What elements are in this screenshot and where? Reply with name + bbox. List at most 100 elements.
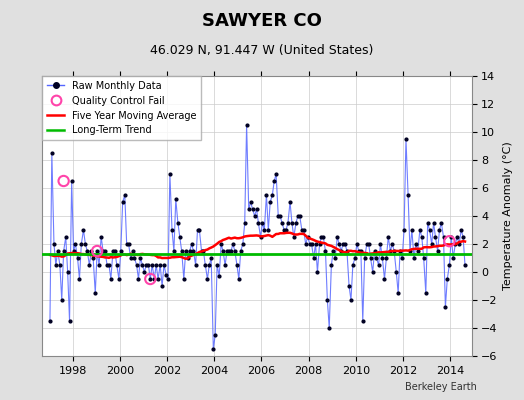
Point: [400, 227, 408, 233]
Point: [140, 269, 149, 275]
Point: [189, 248, 198, 254]
Point: [115, 276, 123, 282]
Point: [374, 262, 383, 268]
Point: [402, 136, 410, 142]
Point: [217, 241, 225, 247]
Point: [201, 262, 210, 268]
Point: [63, 269, 72, 275]
Point: [246, 199, 255, 205]
Point: [365, 241, 373, 247]
Point: [361, 255, 369, 261]
Point: [203, 276, 212, 282]
Point: [171, 196, 180, 202]
Point: [164, 276, 172, 282]
Point: [121, 192, 129, 198]
Point: [116, 248, 125, 254]
Point: [101, 248, 109, 254]
Point: [195, 227, 204, 233]
Y-axis label: Temperature Anomaly (°C): Temperature Anomaly (°C): [504, 142, 514, 290]
Text: Berkeley Earth: Berkeley Earth: [405, 382, 477, 392]
Point: [290, 234, 298, 240]
Legend: Raw Monthly Data, Quality Control Fail, Five Year Moving Average, Long-Term Tren: Raw Monthly Data, Quality Control Fail, …: [42, 76, 201, 140]
Point: [347, 297, 355, 303]
Point: [390, 248, 398, 254]
Point: [144, 262, 152, 268]
Point: [319, 234, 328, 240]
Point: [292, 220, 300, 226]
Point: [380, 276, 389, 282]
Point: [221, 262, 230, 268]
Point: [376, 241, 385, 247]
Point: [178, 248, 186, 254]
Point: [83, 248, 92, 254]
Point: [455, 241, 463, 247]
Point: [181, 248, 190, 254]
Point: [435, 227, 444, 233]
Point: [152, 262, 160, 268]
Point: [245, 206, 253, 212]
Point: [325, 325, 333, 331]
Point: [233, 262, 241, 268]
Point: [256, 234, 265, 240]
Point: [305, 241, 314, 247]
Point: [93, 248, 101, 254]
Point: [87, 248, 95, 254]
Point: [429, 220, 438, 226]
Point: [384, 234, 392, 240]
Point: [323, 297, 332, 303]
Point: [123, 241, 131, 247]
Point: [276, 213, 285, 219]
Point: [250, 213, 259, 219]
Point: [128, 248, 137, 254]
Point: [283, 220, 292, 226]
Point: [317, 234, 325, 240]
Point: [363, 241, 371, 247]
Point: [81, 241, 90, 247]
Point: [262, 192, 270, 198]
Point: [355, 248, 363, 254]
Point: [428, 241, 436, 247]
Point: [441, 304, 450, 310]
Point: [56, 262, 64, 268]
Point: [46, 318, 54, 324]
Point: [59, 178, 68, 184]
Point: [278, 220, 286, 226]
Point: [142, 262, 150, 268]
Point: [288, 220, 296, 226]
Point: [62, 234, 70, 240]
Point: [188, 241, 196, 247]
Point: [68, 178, 76, 184]
Point: [274, 213, 282, 219]
Point: [445, 238, 454, 244]
Point: [236, 248, 245, 254]
Point: [215, 273, 223, 279]
Point: [150, 276, 158, 282]
Point: [260, 227, 268, 233]
Point: [425, 227, 434, 233]
Point: [331, 255, 340, 261]
Point: [95, 262, 103, 268]
Point: [223, 248, 231, 254]
Point: [213, 262, 221, 268]
Point: [286, 199, 294, 205]
Point: [85, 262, 94, 268]
Point: [313, 269, 322, 275]
Point: [348, 262, 357, 268]
Point: [52, 262, 60, 268]
Point: [148, 262, 156, 268]
Point: [445, 262, 454, 268]
Point: [296, 213, 304, 219]
Point: [241, 220, 249, 226]
Point: [254, 220, 263, 226]
Point: [333, 234, 342, 240]
Point: [443, 276, 452, 282]
Point: [138, 262, 147, 268]
Point: [193, 227, 202, 233]
Point: [270, 178, 278, 184]
Point: [158, 283, 166, 289]
Point: [59, 248, 68, 254]
Point: [160, 262, 168, 268]
Point: [176, 234, 184, 240]
Point: [136, 255, 145, 261]
Point: [126, 255, 135, 261]
